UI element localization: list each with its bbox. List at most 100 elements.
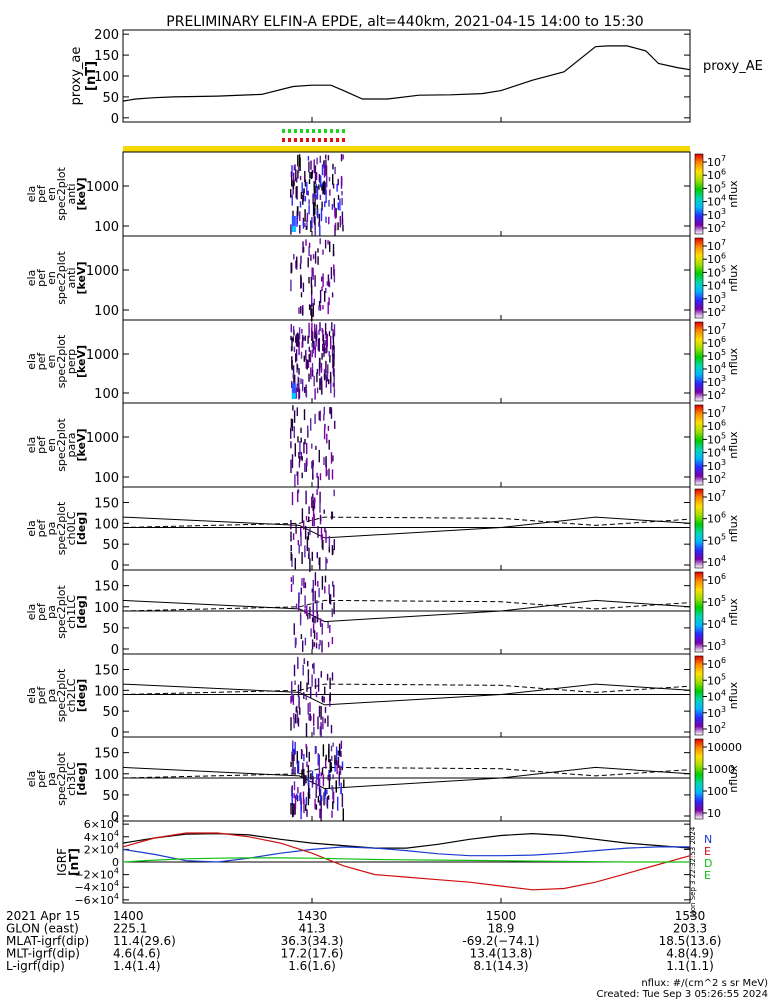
y-axis-label: pa (45, 605, 58, 619)
y-axis-label: ela (25, 771, 38, 788)
spectrogram-cell (332, 791, 335, 804)
footer-value: 18.5(13.6) (659, 934, 722, 948)
science-zone-mark-green (324, 129, 327, 133)
spectrogram-cell (324, 707, 327, 713)
spectrogram-cell (334, 420, 336, 429)
spectrogram-cell (315, 642, 318, 649)
spectrogram-cell (297, 717, 300, 727)
spectrogram-cell (318, 221, 320, 227)
spectrogram-cell (299, 795, 301, 801)
science-zone-mark-red (336, 138, 339, 142)
colorbar-tick-label: 103 (707, 638, 726, 653)
spectrogram-cell (309, 558, 311, 572)
spectrogram-cell (338, 781, 340, 787)
spectrogram-cell (339, 765, 341, 771)
spectrogram-cell (329, 774, 331, 781)
spectrogram-cell (292, 760, 294, 775)
spectrogram-cell (319, 786, 321, 796)
y-tick-label: 1000 (86, 180, 119, 195)
spectrogram-cell (332, 356, 334, 368)
footer-value: 4.6(4.6) (113, 947, 161, 961)
panel-frame (122, 319, 691, 404)
y-axis-label: en (45, 438, 58, 452)
spectrogram-cell (296, 384, 298, 390)
spectrogram-cell (331, 345, 334, 357)
y-axis-label: pef (35, 184, 48, 203)
spectrogram-cell (325, 165, 327, 176)
spectrogram-cell (314, 172, 317, 184)
spectrogram-cell (301, 578, 303, 586)
spectrogram-cell (323, 406, 325, 415)
spectrogram-cell (305, 225, 308, 230)
spectrogram-cell (310, 367, 312, 380)
spectrogram-cell (327, 274, 330, 287)
spectrogram-cell (307, 614, 309, 620)
spectrogram-cell (316, 611, 318, 623)
spectrogram-cell (298, 382, 300, 393)
spectrogram-cell (294, 557, 296, 570)
y-axis-label: spec2plot (55, 167, 68, 221)
spectrogram-cell (291, 176, 293, 187)
footer-value: 11.4(29.6) (113, 934, 176, 948)
y-tick-label: 0 (111, 726, 119, 741)
spectrogram-cell (319, 639, 321, 646)
colorbar-tick-label: 107 (707, 154, 726, 169)
colorbar-tick-label: 104 (707, 278, 726, 293)
spectrogram-cell (322, 744, 325, 757)
spectrogram-cell (304, 387, 306, 393)
spectrogram-cell (328, 770, 330, 777)
spectrogram-cell (314, 165, 317, 175)
spectrogram-cell (313, 375, 315, 387)
spectrogram-cell (300, 427, 302, 433)
spectrogram-cell (320, 515, 322, 522)
spectrogram-cell (300, 532, 302, 547)
yellow-status-bar (123, 146, 690, 152)
spectrogram-cell (327, 715, 329, 727)
spectrogram-cell (298, 388, 300, 400)
y-axis-label: pa (45, 772, 58, 786)
spectrogram-cell (314, 413, 316, 424)
colorbar-tick-label: 102 (707, 387, 726, 402)
spectrogram-cell (291, 694, 293, 702)
colorbar-tick-label: 106 (707, 418, 726, 433)
spectrogram-cell (312, 580, 314, 594)
spectrogram-cell (317, 526, 319, 538)
y-axis-label: [deg] (75, 762, 88, 795)
spectrogram-cell (295, 713, 297, 724)
y-axis-label: [keV] (75, 177, 88, 210)
spectrogram-cell (296, 795, 299, 802)
spectrogram-cell (332, 801, 334, 810)
spectrogram-cell (302, 222, 305, 229)
spectrogram-cell (320, 208, 323, 222)
spectrogram-cell (335, 760, 338, 766)
spectrogram-cell (310, 276, 313, 288)
spectrogram-cell (290, 324, 292, 333)
spectrogram-cell (293, 793, 295, 799)
spectrogram-cell (330, 336, 332, 350)
spectrogram-cell (291, 226, 296, 232)
spectrogram-cell (308, 242, 311, 248)
spectrogram-cell (300, 378, 302, 384)
footer-value: 1530 (675, 909, 706, 923)
y-tick-label: −2×104 (74, 867, 119, 882)
colorbar-tick-label: 102 (707, 220, 726, 235)
colorbar-tick-label: 105 (707, 672, 726, 687)
spectrogram-cell (310, 220, 312, 232)
spectrogram-cell (298, 307, 300, 314)
spectrogram-cell (311, 639, 314, 650)
spectrogram-cell (329, 593, 331, 604)
spectrogram-cell (290, 717, 292, 731)
spectrogram-cell (306, 809, 308, 817)
spectrogram-cell (319, 410, 321, 422)
spectrogram-cell (304, 582, 307, 589)
y-axis-label: para (65, 433, 78, 458)
spectrogram-cell (307, 703, 309, 715)
spectrogram-cell (291, 383, 296, 399)
spectrogram-cell (320, 175, 322, 188)
spectrogram-cell (298, 341, 300, 356)
spectrogram-cell (297, 334, 299, 348)
y-tick-label: −4×104 (74, 879, 119, 894)
y-axis-label: anti (65, 267, 78, 288)
spectrogram-cell (309, 530, 311, 536)
y-axis-label: spec2plot (55, 668, 68, 722)
